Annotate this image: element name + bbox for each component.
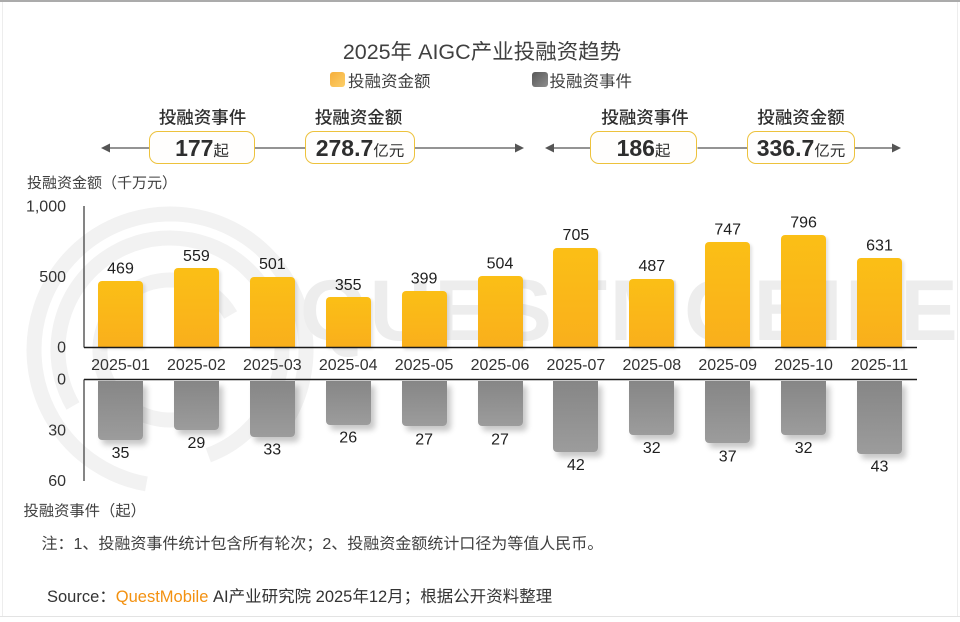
svg-text:186: 186 <box>617 135 655 161</box>
svg-text:631: 631 <box>866 238 893 255</box>
svg-text:504: 504 <box>487 256 514 273</box>
svg-text:487: 487 <box>638 258 665 275</box>
svg-text:2025-11: 2025-11 <box>851 357 909 374</box>
svg-text:60: 60 <box>48 473 66 490</box>
svg-text:336.7: 336.7 <box>757 135 815 161</box>
svg-text:30: 30 <box>48 423 66 440</box>
svg-text:500: 500 <box>39 269 66 286</box>
svg-text:AI: AI <box>213 588 229 606</box>
svg-text:29: 29 <box>188 435 206 452</box>
svg-text:2025: 2025 <box>343 40 391 64</box>
svg-text:1: 1 <box>74 536 83 553</box>
svg-text:747: 747 <box>714 221 741 238</box>
svg-text:705: 705 <box>563 227 590 244</box>
svg-text:501: 501 <box>259 256 286 273</box>
svg-text:2025-07: 2025-07 <box>547 357 606 374</box>
svg-text:0: 0 <box>57 340 66 357</box>
svg-text:35: 35 <box>112 445 130 462</box>
svg-text:12: 12 <box>369 588 387 606</box>
svg-text:469: 469 <box>107 261 134 278</box>
svg-text:2025-03: 2025-03 <box>243 357 302 374</box>
svg-text:177: 177 <box>175 135 213 161</box>
svg-text:33: 33 <box>263 442 281 459</box>
svg-text:AIGC: AIGC <box>418 40 471 64</box>
svg-text:796: 796 <box>790 214 817 231</box>
svg-text:2: 2 <box>322 536 331 553</box>
svg-text:2025-02: 2025-02 <box>167 357 226 374</box>
svg-text:2025-06: 2025-06 <box>471 357 530 374</box>
svg-text:1,000: 1,000 <box>26 199 66 216</box>
svg-text:2025-04: 2025-04 <box>319 357 378 374</box>
svg-text:27: 27 <box>415 431 433 448</box>
svg-text:2025-09: 2025-09 <box>698 357 757 374</box>
svg-text:26: 26 <box>339 430 357 447</box>
svg-text:559: 559 <box>183 248 210 265</box>
svg-text:0: 0 <box>57 372 66 389</box>
svg-text:2025-05: 2025-05 <box>395 357 454 374</box>
svg-text:2025-08: 2025-08 <box>622 357 681 374</box>
svg-text:32: 32 <box>795 440 813 457</box>
svg-text:2025-10: 2025-10 <box>774 357 833 374</box>
svg-text:42: 42 <box>567 457 585 474</box>
svg-text:399: 399 <box>411 271 438 288</box>
svg-text:32: 32 <box>643 440 661 457</box>
svg-text:2025-01: 2025-01 <box>91 357 150 374</box>
svg-text:37: 37 <box>719 448 737 465</box>
svg-text:2025: 2025 <box>316 588 353 606</box>
svg-text:Source: Source <box>47 588 99 606</box>
svg-text:278.7: 278.7 <box>316 135 374 161</box>
svg-text:27: 27 <box>491 431 509 448</box>
svg-text:QuestMobile: QuestMobile <box>116 588 209 606</box>
svg-text:355: 355 <box>335 277 362 294</box>
svg-text:43: 43 <box>871 459 889 476</box>
